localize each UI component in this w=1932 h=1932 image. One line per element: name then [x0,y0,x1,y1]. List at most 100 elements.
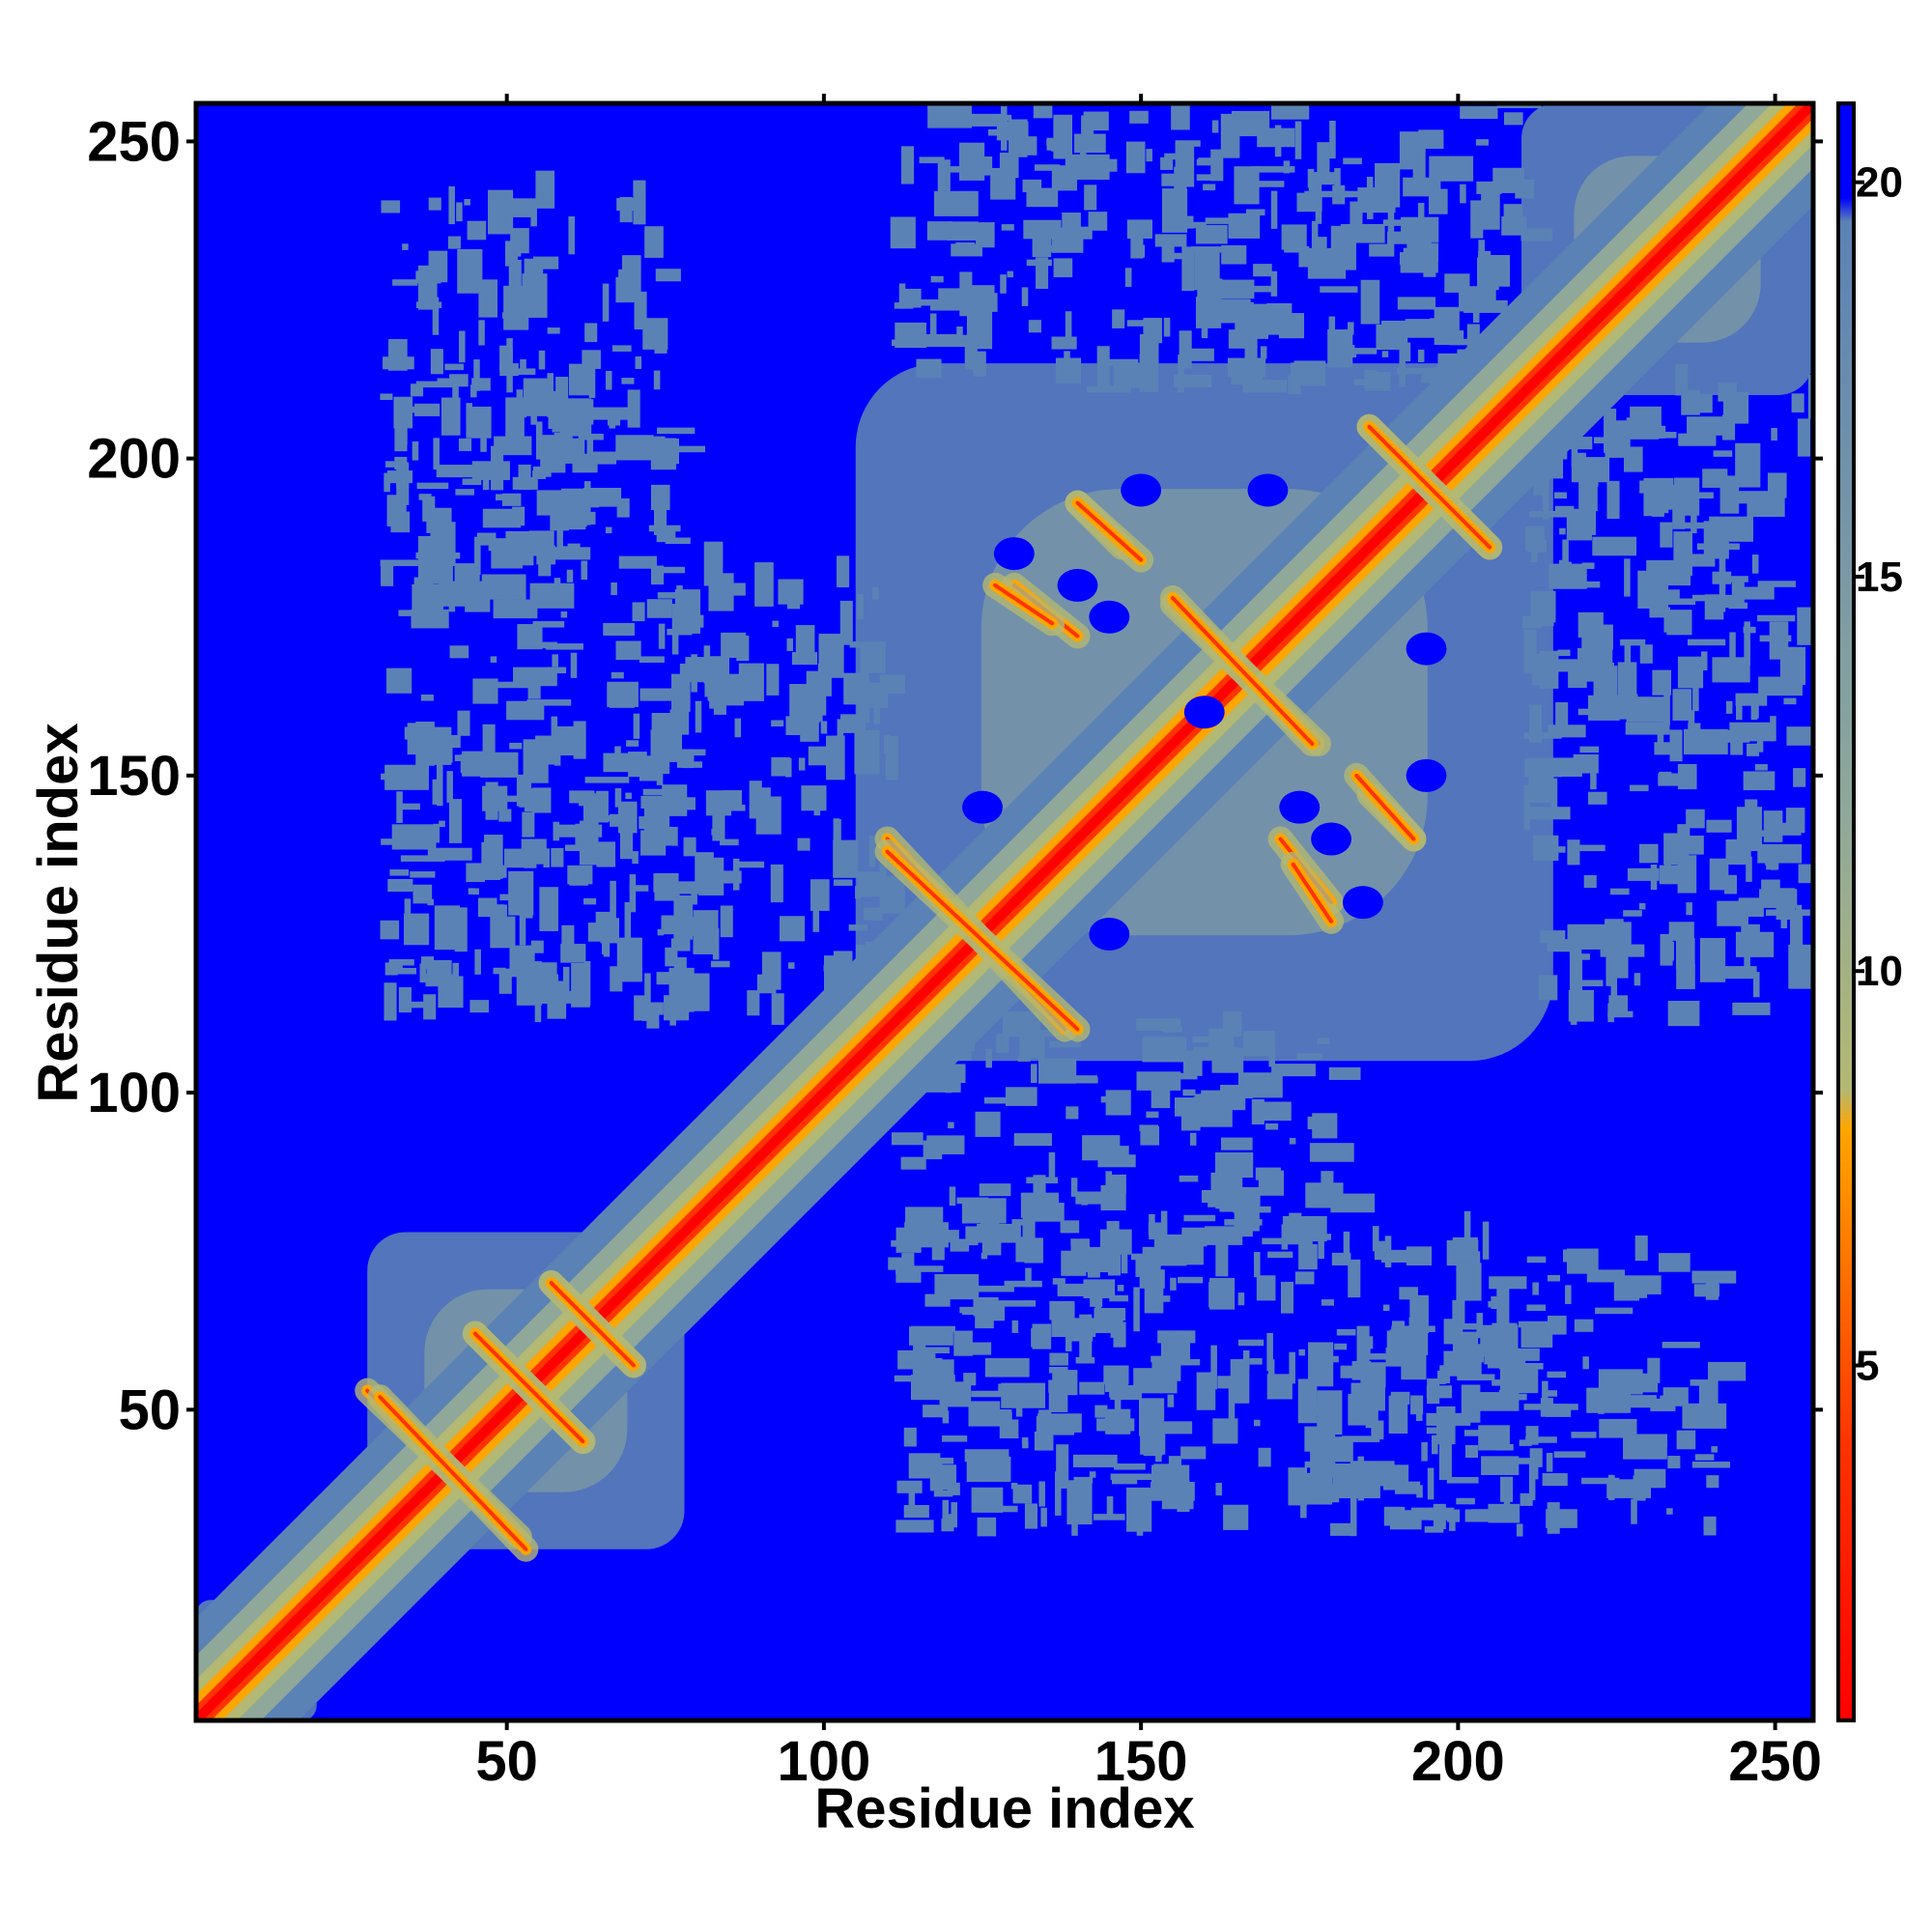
contact-cell [502,312,528,319]
contact-cell [390,967,417,975]
contact-cell [1571,422,1578,468]
contact-cell [953,1330,973,1356]
contact-cell [786,638,794,651]
contact-cell [1079,1381,1105,1395]
contact-cell [1393,1409,1400,1430]
contact-cell [1456,1497,1475,1505]
y-tick-label: 100 [87,1062,181,1124]
contact-cell [624,901,632,947]
contact-cell [1336,1328,1356,1336]
contact-cell [1382,219,1408,226]
contact-cell [732,582,746,596]
contact-cell [1116,1146,1129,1159]
contact-cell [1190,246,1230,253]
contact-cell [1736,807,1763,851]
contact-cell [951,243,982,257]
contact-cell [420,694,434,701]
contact-cell [894,1375,926,1382]
contact-cell [665,537,691,545]
contact-cell [1309,1143,1354,1162]
contact-cell [676,761,702,768]
contact-cell [1531,653,1545,686]
contact-cell [1709,858,1729,891]
contact-cell [1624,644,1632,676]
contact-cell [1113,1321,1126,1348]
contact-cell [1595,1307,1634,1315]
contact-cell [1066,1480,1093,1525]
contact-cell [400,492,407,525]
contact-cell [430,349,443,375]
x-tick-label: 200 [1411,1730,1505,1793]
contact-cell [508,250,522,257]
contact-cell [509,742,523,750]
contact-cell [926,1135,965,1154]
contact-cell [1160,1421,1193,1435]
contact-cell [1795,904,1803,924]
contact-cell [1017,1055,1031,1062]
contact-cell [1321,1299,1334,1306]
contact-line-core [1354,773,1416,841]
contact-cell [1562,539,1569,584]
contact-cell [908,1485,916,1511]
contact-cell [930,303,962,311]
contact-cell [1171,104,1190,130]
contact-cell [1620,639,1646,646]
contact-cell [392,279,418,286]
contact-cell [977,1517,997,1537]
contact-cell [1278,313,1305,339]
contact-cell [710,656,729,688]
contact-cell [1240,285,1272,293]
contact-cell [1698,1379,1719,1406]
contact-cell [903,1427,917,1447]
contact-cell [1439,1365,1446,1384]
contact-cell [1446,1477,1479,1484]
contact-cell [1403,177,1441,197]
contact-cell [1438,1435,1452,1481]
contact-cell [626,740,639,747]
contact-cell [488,681,533,689]
contact-cell [1623,910,1642,917]
contact-cell [485,781,498,820]
contact-cell [545,643,583,650]
contact-cell [1523,732,1562,739]
y-tick-label: 250 [87,110,181,173]
contact-cell [1547,1502,1560,1534]
contact-cell [1100,1095,1114,1103]
contact-cell [1347,322,1354,335]
contact-cell [779,916,806,942]
contact-cell [428,250,448,283]
contact-cell [448,185,455,225]
contact-cell [646,599,672,618]
contact-cell [1369,243,1395,257]
contact-cell [1691,1462,1731,1468]
contact-cell [1007,270,1014,278]
contact-cell [1253,264,1272,277]
contact-cell [1160,156,1174,170]
contact-cell [1478,250,1492,264]
contact-cell [1660,522,1673,548]
contact-cell [937,159,951,191]
contact-cell [1757,614,1796,622]
contact-cell [1599,1418,1637,1438]
contact-cell [933,1490,953,1497]
contact-cell [1182,1089,1196,1096]
contact-cell [674,589,700,634]
contact-cell [402,243,409,250]
contact-cell [1343,1231,1350,1258]
contact-cell [1587,791,1607,805]
contact-cell [526,699,572,706]
contact-cell [1196,174,1216,181]
contact-cell [1481,191,1500,230]
contact-cell [837,555,850,588]
x-tick-label: 100 [778,1730,871,1793]
contact-cell [1472,309,1480,323]
contact-cell [1065,154,1110,180]
contact-cell [401,803,420,810]
contact-cell [1179,330,1192,369]
contact-cell [512,476,538,490]
contact-cell [1793,768,1806,787]
contact-cell [634,995,647,1021]
contact-cell [436,761,443,807]
contact-cell [1033,1203,1065,1222]
contact-cell [625,792,632,800]
